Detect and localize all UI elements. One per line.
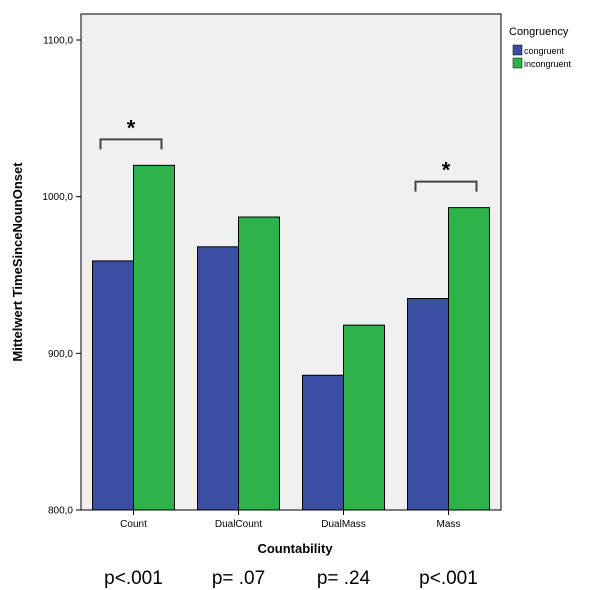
x-axis-title: Countability — [257, 541, 333, 556]
bar-congruent-dualcount — [197, 246, 239, 511]
significance-star: * — [127, 115, 136, 140]
legend-label-incongruent: incongruent — [524, 59, 572, 69]
legend: Congruency congruent incongruent — [509, 26, 572, 69]
bar-congruent-dualmass — [302, 374, 344, 511]
p-value-label: p= .24 — [317, 568, 371, 589]
p-value-label: p= .07 — [212, 568, 265, 589]
legend-swatch-incongruent — [512, 57, 523, 69]
x-tick-label: DualMass — [321, 519, 365, 530]
bar-congruent-mass — [407, 298, 449, 511]
bar-incongruent-dualmass — [343, 324, 385, 511]
significance-bracket — [99, 138, 163, 150]
y-tick-label: 1100,0 — [43, 36, 73, 47]
x-tick-label: Mass — [437, 519, 461, 530]
significance-bracket — [414, 180, 478, 192]
bar-incongruent-dualcount — [238, 216, 280, 511]
significance-star: * — [442, 158, 451, 183]
p-value-label: p<.001 — [419, 568, 478, 589]
y-tick-label: 1000,0 — [42, 192, 73, 203]
y-axis-title: Mittelwert TimeSinceNounOnset — [10, 162, 25, 362]
legend-title: Congruency — [509, 26, 569, 38]
legend-label-congruent: congruent — [524, 46, 565, 56]
x-tick-label: DualCount — [215, 519, 262, 530]
y-tick-label: 900,0 — [48, 349, 73, 360]
p-value-label: p<.001 — [104, 568, 163, 589]
x-tick-label: Count — [120, 519, 147, 530]
legend-swatch-congruent — [512, 44, 523, 56]
bar-congruent-count — [92, 260, 134, 511]
bar-incongruent-mass — [448, 207, 490, 511]
y-tick-label: 800,0 — [48, 506, 73, 517]
bar-incongruent-count — [133, 164, 175, 511]
